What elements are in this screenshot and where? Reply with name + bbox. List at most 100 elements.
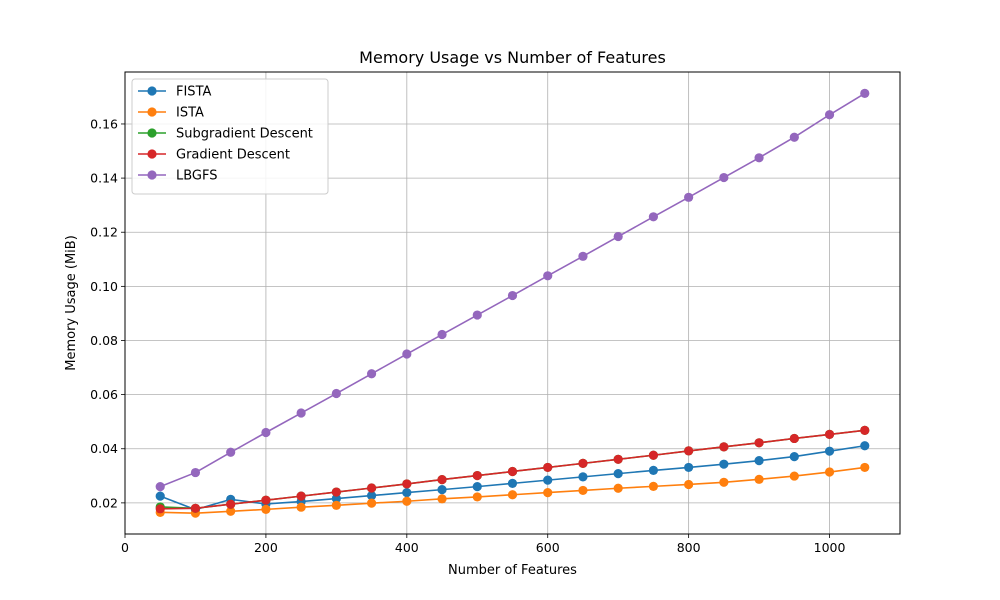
data-point [578,458,588,468]
data-point [507,290,518,301]
data-point [507,466,518,477]
data-point [402,479,412,489]
data-point [648,450,659,460]
legend-box [131,78,329,195]
legend-item: FISTA [138,85,211,100]
data-point [472,492,482,502]
data-point [719,477,729,487]
data-point [155,491,165,501]
data-point [824,429,835,440]
y-tick-label: 0.06 [90,387,118,402]
data-point [860,88,870,98]
data-point [296,502,306,512]
data-point [648,212,659,222]
chart-title: Memory Usage vs Number of Features [359,48,666,67]
data-point [437,494,447,504]
data-point [860,441,870,451]
data-point [754,474,764,484]
legend-label: Gradient Descent [176,148,290,163]
data-point [226,447,236,457]
x-tick-label: 200 [254,540,278,555]
data-point [402,349,412,359]
data-point [331,487,341,497]
legend-item: Subgradient Descent [138,127,313,142]
data-point [789,433,799,444]
data-point [331,500,341,510]
data-point [613,469,623,479]
plot-area-frame [124,71,901,535]
data-point [331,493,341,504]
legend-item: ISTA [138,106,204,121]
data-point [543,462,553,473]
data-point [402,487,412,498]
data-point [402,496,412,506]
grid [124,72,900,534]
data-point [437,474,447,485]
series-ista [155,462,870,518]
y-axis-label: Memory Usage (MiB) [64,235,79,371]
data-point [789,132,799,142]
data-point [261,495,271,505]
data-point [754,153,764,163]
data-point [437,329,447,340]
data-point [824,110,835,120]
data-point [155,482,165,492]
y-tick-label: 0.08 [90,333,118,348]
legend-label: LBGFS [176,169,218,184]
data-point [296,491,306,501]
legend-marker [147,128,157,138]
data-point [754,456,764,466]
series-gradient-descent [155,425,870,514]
data-point [860,462,870,473]
x-tick-label: 400 [395,540,419,555]
series-lbgfs [155,88,870,492]
data-point [719,172,729,183]
data-point [613,483,623,493]
data-point [613,231,623,242]
data-point [648,481,659,491]
data-point [155,504,165,514]
y-tick-label: 0.04 [90,441,118,456]
x-tick-label: 0 [121,540,129,555]
axis-ticks: 0 200 400 600 800 1000 0.02 0.04 0.06 0.08 0.10 0.1… [90,116,845,555]
data-point [507,478,518,488]
data-point [543,487,553,498]
data-point [754,438,764,448]
data-point [578,251,588,261]
data-point [472,310,482,320]
x-tick-label: 600 [536,540,560,555]
legend-item: Gradient Descent [138,148,290,163]
series-layer [155,88,870,518]
y-tick-label: 0.14 [90,171,118,186]
y-tick-label: 0.16 [90,116,118,131]
x-axis-label: Number of Features [448,563,577,578]
legend-label: ISTA [176,106,204,121]
data-point [719,442,729,452]
data-point [366,498,377,508]
data-point [684,462,694,473]
data-point [648,465,659,475]
data-point [296,408,306,418]
legend-label: Subgradient Descent [176,127,313,142]
data-point [472,470,482,481]
data-point [684,479,694,490]
legend-marker [147,86,157,96]
legend-marker [147,170,157,180]
data-point [226,506,236,516]
legend-marker [147,149,157,159]
data-point [860,425,870,435]
data-point [472,482,482,492]
data-point [190,467,201,478]
data-point [613,454,623,464]
data-point [578,472,588,482]
data-point [543,271,553,281]
data-point [719,459,729,469]
data-point [261,504,271,514]
legend-marker [147,107,157,117]
data-point [190,503,201,513]
legend-label: FISTA [176,85,211,100]
data-point [507,490,518,500]
data-point [437,485,447,495]
data-point [543,475,553,485]
